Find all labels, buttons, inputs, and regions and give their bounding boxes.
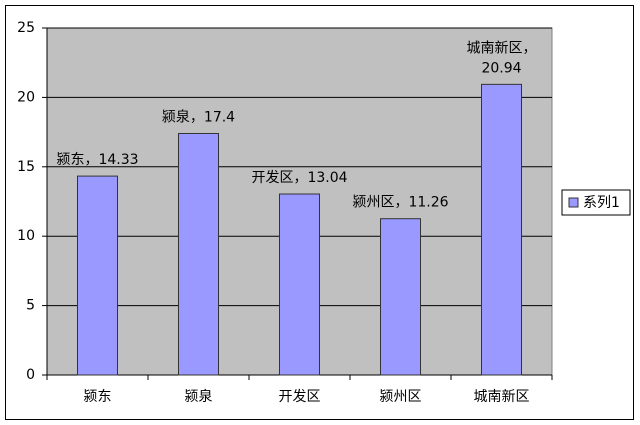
- y-tick-label: 5: [26, 298, 35, 314]
- bar: [178, 132, 219, 376]
- bar: [279, 193, 320, 376]
- bar: [481, 83, 522, 376]
- x-tick-label: 颍泉: [185, 388, 213, 405]
- x-tick-label: 颍东: [84, 389, 112, 405]
- y-tick-label: 20: [17, 89, 35, 105]
- data-label: 颍州区，11.26: [352, 195, 448, 211]
- bar: [77, 175, 118, 376]
- legend-label: 系列1: [583, 195, 620, 211]
- data-label: 颍泉，17.4: [162, 108, 235, 125]
- bar: [380, 218, 421, 376]
- y-tick-label: 0: [26, 367, 35, 383]
- x-tick-label: 开发区: [279, 389, 321, 405]
- y-tick-label: 25: [17, 20, 35, 36]
- x-tick-label: 颍州区: [380, 389, 422, 405]
- x-tick-label: 城南新区: [474, 389, 530, 405]
- y-tick-label: 10: [17, 228, 35, 244]
- data-label: 颍东，14.33: [56, 152, 138, 168]
- data-label: 开发区，13.04: [251, 170, 347, 186]
- data-label: 城南新区， 20.94: [467, 40, 537, 76]
- legend-swatch: [568, 197, 579, 208]
- y-tick-label: 15: [17, 159, 35, 175]
